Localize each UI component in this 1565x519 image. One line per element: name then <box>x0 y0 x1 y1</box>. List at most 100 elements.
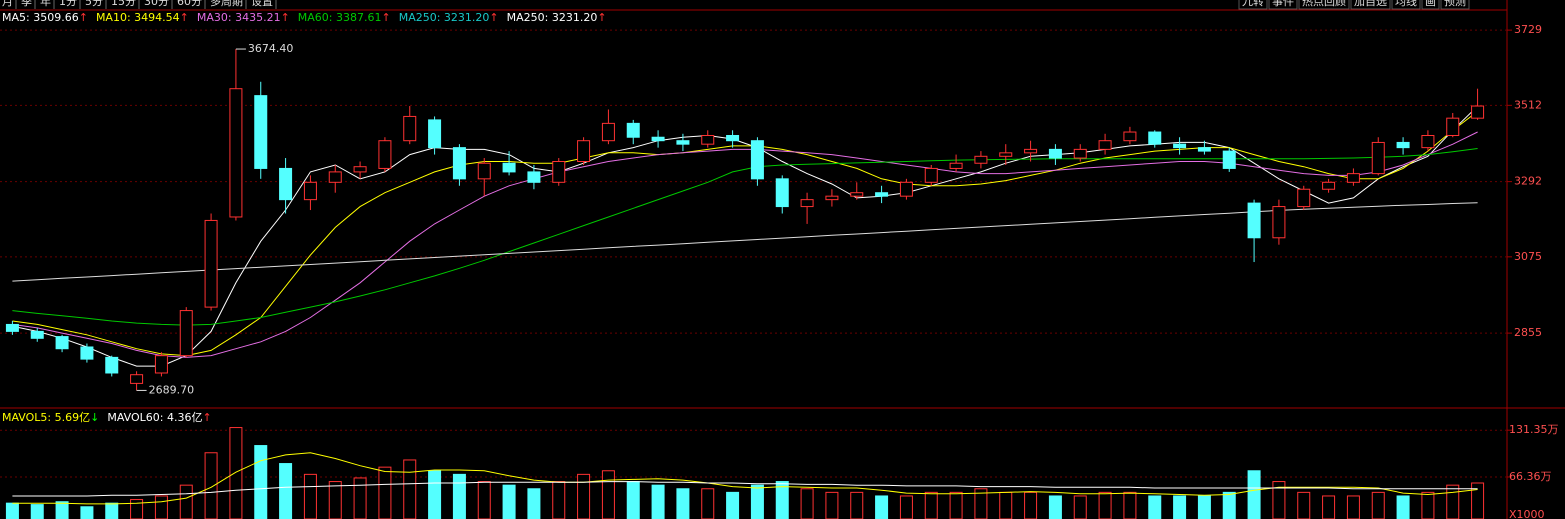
candle-body <box>1346 173 1360 183</box>
menu-box <box>1440 0 1470 10</box>
volume-bar <box>601 470 615 519</box>
volume-legend-item: MAVOL5: 5.69亿↓ <box>2 411 99 424</box>
menu-item[interactable]: 画 <box>1425 0 1436 8</box>
volume-bar <box>328 481 342 519</box>
volume-bar <box>726 491 740 519</box>
ma-line <box>12 111 1478 357</box>
menu-item[interactable]: 九转 <box>1242 0 1264 8</box>
volume-legend-item: MAVOL60: 4.36亿↑ <box>107 411 211 424</box>
volume-bar <box>800 488 814 519</box>
legend-trend: ↑ <box>281 11 290 24</box>
candle-body <box>825 195 839 201</box>
menu-item[interactable]: 季 <box>21 0 32 8</box>
candle-body <box>651 136 665 142</box>
volume-bar <box>825 491 839 519</box>
legend-item: MA250: 3231.20↑ <box>507 11 607 24</box>
volume-bar <box>1073 495 1087 519</box>
candle-body <box>775 178 789 208</box>
menu-item[interactable]: 设置 <box>251 0 273 8</box>
menu-box <box>1350 0 1391 10</box>
legend-label: MA5: 3509.66 <box>2 11 79 24</box>
volume-bar <box>403 459 417 519</box>
volume-bar <box>1024 491 1038 519</box>
volume-bar <box>899 495 913 519</box>
volume-bar <box>552 481 566 519</box>
volume-bar <box>1048 495 1062 519</box>
legend-trend: ↑ <box>381 11 390 24</box>
menu-item[interactable]: 年 <box>40 0 51 8</box>
volume-bar <box>701 488 715 519</box>
candle-body <box>527 171 541 183</box>
ma-line <box>12 202 1478 282</box>
legend-label: MA10: 3494.54 <box>96 11 180 24</box>
volume-bar <box>1421 491 1435 519</box>
candle-body <box>279 167 293 201</box>
menu-box <box>1238 0 1268 10</box>
menu-box <box>1391 0 1421 10</box>
menu-item[interactable]: 60分 <box>177 0 202 8</box>
volume-bar <box>1346 495 1360 519</box>
volume-bar <box>1297 491 1311 519</box>
candle-body <box>378 140 392 169</box>
menu-item[interactable]: 5分 <box>85 0 103 8</box>
candle-body <box>1446 117 1460 137</box>
candle-body <box>80 346 94 360</box>
y-tick-label: 66.36万 <box>1509 470 1552 483</box>
low-annotation: 2689.70 <box>149 383 195 396</box>
volume-bar <box>229 427 243 519</box>
candle-body <box>229 88 243 218</box>
volume-bar <box>949 491 963 519</box>
y-tick-label: 2855 <box>1514 326 1542 339</box>
menu-item[interactable]: 预测 <box>1444 0 1466 8</box>
volume-bar <box>750 484 764 519</box>
volume-bar <box>428 470 442 519</box>
candle-body <box>105 356 119 374</box>
menu-item[interactable]: 加自选 <box>1354 0 1387 8</box>
volume-bar <box>1322 495 1336 519</box>
menu-box <box>1421 0 1440 10</box>
candle-body <box>328 171 342 183</box>
candle-body <box>55 336 69 350</box>
volume-bar <box>527 488 541 519</box>
candle-body <box>1148 131 1162 145</box>
mavol-line <box>12 452 1478 505</box>
volume-bar <box>1222 491 1236 519</box>
candle-body <box>452 147 466 180</box>
legend-label: MA250: 3231.20 <box>507 11 598 24</box>
volume-bar <box>303 473 317 519</box>
volume-bar <box>1471 482 1485 519</box>
candle-body <box>477 162 491 180</box>
candle-body <box>577 140 591 163</box>
y-tick-label: 3512 <box>1514 98 1542 111</box>
volume-bar <box>30 504 44 519</box>
candle-body <box>1048 148 1062 159</box>
candle-body <box>204 219 218 308</box>
y-tick-label: 3075 <box>1514 250 1542 263</box>
volume-bar <box>626 481 640 519</box>
candle-body <box>154 355 168 374</box>
candle-body <box>1073 148 1087 159</box>
candle-body <box>1421 135 1435 149</box>
menu-box <box>1298 0 1350 10</box>
menu-item[interactable]: 1分 <box>59 0 77 8</box>
menu-item[interactable]: 15分 <box>111 0 136 8</box>
menu-item[interactable]: 均线 <box>1395 0 1417 8</box>
legend-label: MA250: 3231.20 <box>399 11 490 24</box>
legend-item: MA250: 3231.20↑ <box>399 11 499 24</box>
candle-body <box>626 122 640 138</box>
menu-item[interactable]: 事件 <box>1272 0 1294 8</box>
menu-box <box>1268 0 1298 10</box>
y-tick-label: 3729 <box>1514 23 1542 36</box>
candle-body <box>1222 150 1236 169</box>
menu-item[interactable]: 月 <box>2 0 13 8</box>
volume-bar <box>875 495 889 519</box>
volume-bar <box>204 452 218 519</box>
candle-body <box>30 330 44 339</box>
volume-bar <box>353 477 367 519</box>
menu-item[interactable]: 多周期 <box>210 0 243 8</box>
y-tick-label: 131.35万 <box>1509 423 1559 436</box>
volume-bar <box>1148 495 1162 519</box>
menu-item[interactable]: 热点回顾 <box>1302 0 1346 8</box>
menu-item[interactable]: 30分 <box>144 0 169 8</box>
candle-body <box>130 374 144 384</box>
